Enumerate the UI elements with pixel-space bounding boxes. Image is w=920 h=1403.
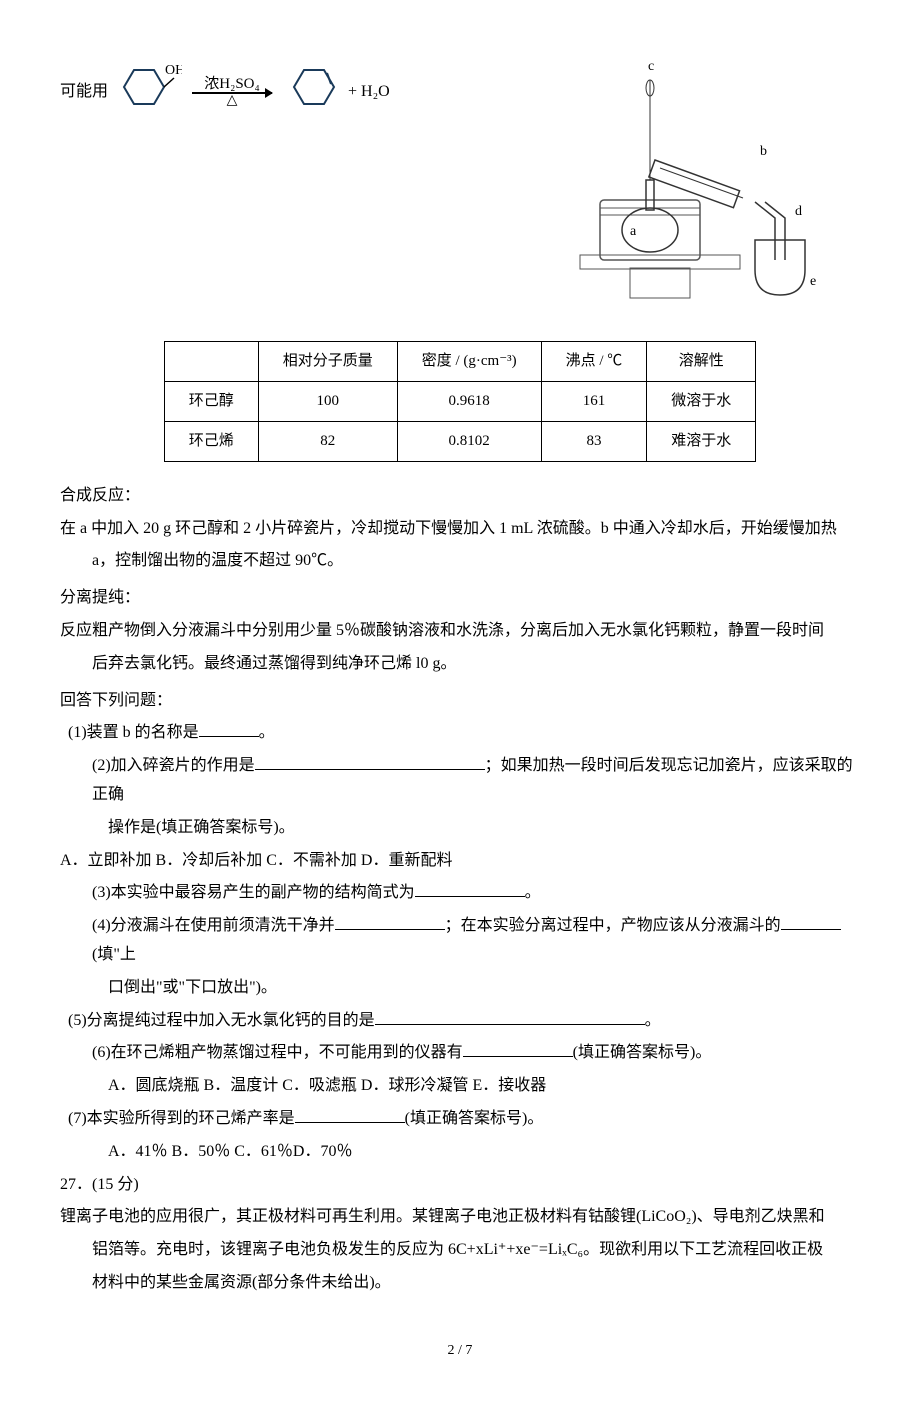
q27-body3: 材料中的某些金属资源(部分条件未给出)。 xyxy=(60,1269,860,1298)
label-a: a xyxy=(630,224,637,239)
blank xyxy=(255,769,485,770)
label-b: b xyxy=(760,144,767,159)
q6-post: (填正确答案标号)。 xyxy=(573,1044,712,1061)
th-molweight: 相对分子质量 xyxy=(258,341,397,381)
q2-pre: (2)加入碎瓷片的作用是 xyxy=(92,757,255,774)
blank xyxy=(463,1056,573,1057)
q1-pre: (1)装置 b 的名称是 xyxy=(68,724,199,741)
label-d: d xyxy=(795,204,802,219)
q6: (6)在环己烯粗产物蒸馏过程中，不可能用到的仪器有 (填正确答案标号)。 xyxy=(60,1039,860,1068)
plus-h2o: + H₂O xyxy=(348,78,390,107)
q27-body2: 铝箔等。充电时，该锂离子电池负极发生的反应为 6C+xLi⁺+xe⁻=LiₓC₆… xyxy=(60,1236,860,1265)
apparatus-diagram: a b c d e xyxy=(560,60,860,321)
q7-pre: (7)本实验所得到的环己烯产率是 xyxy=(68,1110,295,1127)
cell: 难溶于水 xyxy=(647,421,756,461)
synthesis-body-1: 在 a 中加入 20 g 环己醇和 2 小片碎瓷片，冷却搅动下慢慢加入 1 mL… xyxy=(60,515,860,544)
cell: 0.8102 xyxy=(397,421,541,461)
q1-post: 。 xyxy=(259,724,275,741)
purify-heading: 分离提纯： xyxy=(60,584,860,613)
table-row: 环己醇 100 0.9618 161 微溶于水 xyxy=(164,381,756,421)
cell: 环己烯 xyxy=(164,421,258,461)
q3: (3)本实验中最容易产生的副产物的结构简式为 。 xyxy=(60,879,860,908)
q3-pre: (3)本实验中最容易产生的副产物的结构简式为 xyxy=(92,884,415,901)
th-blank xyxy=(164,341,258,381)
reaction-equation: 可能用 OH 浓H₂SO₄ △ + H₂O xyxy=(60,60,390,125)
q27-body1: 锂离子电池的应用很广，其正极材料可再生利用。某锂离子电池正极材料有钴酸锂(LiC… xyxy=(60,1203,860,1232)
q2: (2)加入碎瓷片的作用是；如果加热一段时间后发现忘记加瓷片，应该采取的正确 xyxy=(60,752,860,810)
blank xyxy=(199,736,259,737)
q5-pre: (5)分离提纯过程中加入无水氯化钙的目的是 xyxy=(68,1012,375,1029)
arrow-reagent-bottom: △ xyxy=(227,94,238,108)
q7-post: (填正确答案标号)。 xyxy=(405,1110,544,1127)
label-e: e xyxy=(810,274,816,289)
cell: 0.9618 xyxy=(397,381,541,421)
reaction-arrow: 浓H₂SO₄ △ xyxy=(192,77,272,108)
cell: 161 xyxy=(541,381,647,421)
cell: 环己醇 xyxy=(164,381,258,421)
label-c: c xyxy=(648,60,654,74)
q7: (7)本实验所得到的环己烯产率是 (填正确答案标号)。 xyxy=(60,1105,860,1134)
q5: (5)分离提纯过程中加入无水氯化钙的目的是 。 xyxy=(60,1007,860,1036)
cell: 100 xyxy=(258,381,397,421)
q7-options: A．41％ B．50％ C．61％D．70％ xyxy=(60,1138,860,1167)
synthesis-heading: 合成反应： xyxy=(60,482,860,511)
table-row: 环己烯 82 0.8102 83 难溶于水 xyxy=(164,421,756,461)
q2-options: A．立即补加 B．冷却后补加 C．不需补加 D．重新配料 xyxy=(60,847,860,876)
q4-post: (填"上 xyxy=(92,946,136,963)
cell: 82 xyxy=(258,421,397,461)
arrow-line-icon xyxy=(192,92,272,94)
purify-body-1: 反应粗产物倒入分液漏斗中分别用少量 5％碳酸钠溶液和水洗涤，分离后加入无水氯化钙… xyxy=(60,617,860,646)
q4-mid: ；在本实验分离过程中，产物应该从分液漏斗的 xyxy=(445,917,781,934)
cyclohexanol-structure: OH xyxy=(112,60,182,125)
th-density: 密度 / (g·cm⁻³) xyxy=(397,341,541,381)
q6-options: A．圆底烧瓶 B．温度计 C．吸滤瓶 D．球形冷凝管 E．接收器 xyxy=(60,1072,860,1101)
q5-post: 。 xyxy=(645,1012,661,1029)
top-section: 可能用 OH 浓H₂SO₄ △ + H₂O xyxy=(60,60,860,321)
q4-pre: (4)分液漏斗在使用前须清洗干净并 xyxy=(92,917,335,934)
q6-pre: (6)在环己烯粗产物蒸馏过程中，不可能用到的仪器有 xyxy=(92,1044,463,1061)
blank xyxy=(295,1122,405,1123)
table-header-row: 相对分子质量 密度 / (g·cm⁻³) 沸点 / ℃ 溶解性 xyxy=(164,341,756,381)
blank xyxy=(781,929,841,930)
q4-line2: 口倒出"或"下口放出")。 xyxy=(60,974,860,1003)
arrow-reagent-top: 浓H₂SO₄ xyxy=(204,77,259,92)
blank xyxy=(375,1024,645,1025)
cyclohexene-structure xyxy=(282,60,336,125)
synthesis-body-2: a，控制馏出物的温度不超过 90℃。 xyxy=(60,547,860,576)
answer-heading: 回答下列问题： xyxy=(60,687,860,716)
cell: 83 xyxy=(541,421,647,461)
th-solubility: 溶解性 xyxy=(647,341,756,381)
q3-post: 。 xyxy=(525,884,541,901)
reaction-prefix: 可能用 xyxy=(60,78,108,107)
blank xyxy=(335,929,445,930)
q1: (1)装置 b 的名称是 。 xyxy=(60,719,860,748)
blank xyxy=(415,896,525,897)
q4: (4)分液漏斗在使用前须清洗干净并 ；在本实验分离过程中，产物应该从分液漏斗的 (填… xyxy=(60,912,860,970)
properties-table: 相对分子质量 密度 / (g·cm⁻³) 沸点 / ℃ 溶解性 环己醇 100 … xyxy=(164,341,757,462)
q2-line2: 操作是(填正确答案标号)。 xyxy=(60,814,860,843)
th-boiling: 沸点 / ℃ xyxy=(541,341,647,381)
oh-label: OH xyxy=(165,63,182,78)
cell: 微溶于水 xyxy=(647,381,756,421)
page-number: 2 / 7 xyxy=(60,1338,860,1363)
purify-body-2: 后弃去氯化钙。最终通过蒸馏得到纯净环己烯 l0 g。 xyxy=(60,650,860,679)
q27-num: 27．(15 分) xyxy=(60,1171,860,1200)
